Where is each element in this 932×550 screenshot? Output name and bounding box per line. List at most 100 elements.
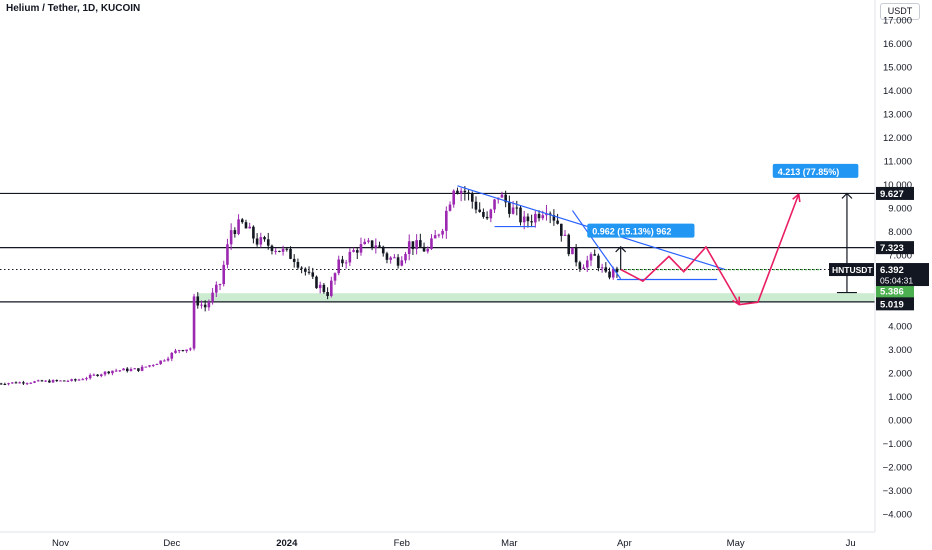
candle-body	[181, 350, 185, 352]
candle-body	[355, 250, 359, 253]
candle-body	[585, 260, 589, 268]
candle-body	[215, 284, 218, 293]
candle-body	[177, 350, 181, 352]
candle-body	[33, 381, 36, 383]
candle-body	[92, 374, 96, 376]
candle-body	[611, 268, 615, 278]
candle-body	[85, 378, 88, 380]
candle-body	[311, 272, 315, 277]
candle-body	[255, 238, 259, 245]
candle-body	[541, 215, 545, 219]
measure-arrowhead	[615, 246, 627, 253]
candle-body	[608, 271, 611, 278]
price-tag-zone-top: 5.386	[880, 287, 904, 298]
currency-button[interactable]: USDT	[880, 3, 920, 20]
price-tick-label: 9.000	[888, 204, 912, 215]
candle-body	[393, 257, 396, 259]
candle-body	[459, 190, 463, 194]
candle-body	[589, 254, 593, 261]
candle-body	[211, 292, 214, 302]
candle-body	[304, 268, 307, 272]
trendline	[571, 210, 622, 280]
candle-body	[185, 349, 188, 352]
candle-body	[144, 366, 148, 368]
symbol-tag-bg	[829, 263, 874, 277]
candle-body	[163, 360, 166, 362]
time-tick-label: 2024	[276, 538, 298, 549]
candle-body	[129, 369, 133, 372]
candle-body	[396, 257, 400, 266]
candle-body	[218, 284, 222, 286]
candle-body	[315, 276, 318, 289]
candle-body	[374, 245, 378, 248]
candle-body	[615, 268, 619, 273]
candle-body	[285, 248, 289, 250]
candle-body	[407, 241, 411, 255]
candle-body	[330, 280, 333, 296]
time-tick-label: May	[727, 538, 745, 549]
candle-body	[278, 250, 281, 252]
candle-body	[578, 262, 582, 269]
drawings-layer: 0.962 (15.13%) 962 4.213 (77.85%)	[457, 163, 859, 306]
candle-body	[530, 221, 533, 223]
candle-body	[125, 368, 129, 372]
price-tick-label: 4.000	[888, 321, 912, 332]
candle-body	[88, 374, 92, 379]
time-tick-label: Apr	[617, 538, 632, 549]
candle-body	[430, 238, 433, 249]
candle-body	[519, 207, 522, 223]
candle-body	[259, 237, 263, 245]
candle-body	[478, 209, 481, 212]
candle-body	[422, 246, 426, 252]
candle-body	[29, 382, 33, 384]
projection-arrowhead-down	[732, 299, 740, 306]
candle-body	[174, 350, 177, 353]
candle-body	[426, 248, 430, 252]
measure-label-box	[772, 163, 859, 178]
candle-body	[25, 383, 29, 385]
candle-body	[367, 240, 370, 242]
price-tag-level-2: 7.323	[880, 243, 904, 254]
candle-body	[96, 374, 99, 377]
candle-body	[74, 379, 77, 381]
time-tick-label: Dec	[163, 538, 180, 549]
measure-label-box	[587, 223, 695, 238]
candle-body	[552, 215, 556, 221]
price-tick-label: 16.000	[883, 39, 912, 50]
time-tick-label: Ju	[846, 538, 856, 549]
candle-body	[248, 226, 251, 229]
candle-body	[0, 383, 3, 385]
candle-body	[107, 371, 111, 374]
candle-body	[62, 380, 66, 382]
candle-body	[400, 260, 404, 266]
candle-body	[508, 202, 511, 214]
candle-body	[237, 219, 240, 234]
candle-body	[189, 348, 192, 350]
candle-body	[419, 240, 422, 247]
candle-body	[7, 383, 10, 385]
candle-body	[571, 247, 574, 255]
candle-body	[415, 240, 418, 250]
price-tag-zone-bottom-bg	[876, 297, 914, 311]
price-tick-label: 2.000	[888, 368, 912, 379]
candle-body	[534, 213, 537, 223]
candle-body	[170, 352, 174, 359]
candle-body	[404, 254, 407, 261]
price-tag-zone-bottom: 5.019	[880, 299, 904, 310]
candle-body	[196, 296, 200, 306]
countdown-tag: 05:04:31	[880, 276, 913, 286]
candle-body	[433, 235, 437, 239]
candle-body	[326, 292, 329, 296]
candle-body	[556, 220, 559, 224]
candle-body	[296, 261, 300, 268]
candle-body	[352, 250, 355, 252]
price-tick-label: 10.000	[883, 180, 912, 191]
candle-body	[148, 365, 151, 367]
measure-label: 0.962 (15.13%) 962	[592, 227, 671, 237]
current-price-tag: 6.392	[880, 265, 904, 276]
support-zone	[197, 293, 876, 302]
candle-body	[292, 258, 296, 262]
candle-body	[515, 207, 519, 209]
price-tick-label: 3.000	[888, 345, 912, 356]
